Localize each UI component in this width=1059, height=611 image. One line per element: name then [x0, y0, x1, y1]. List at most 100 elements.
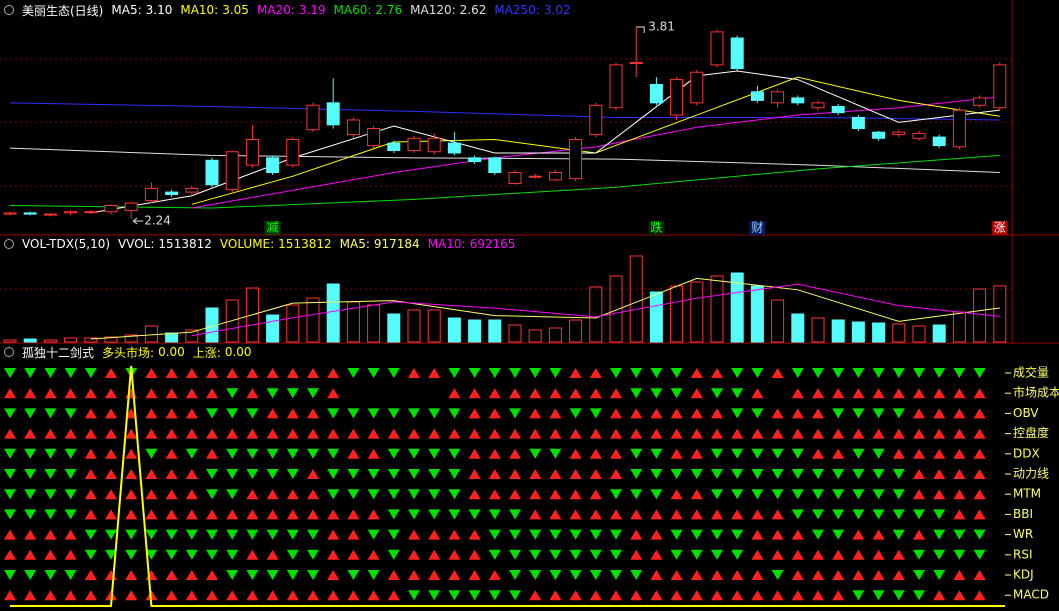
signal-down	[589, 570, 602, 580]
signal-up	[711, 590, 723, 601]
signal-up	[610, 469, 622, 479]
signal-down	[549, 529, 562, 540]
signal-down	[670, 388, 683, 399]
signal-down	[266, 570, 279, 580]
signal-up	[24, 428, 37, 439]
signal-up	[4, 590, 16, 601]
signal-up	[589, 590, 602, 601]
signal-down	[630, 469, 643, 479]
candle-body	[64, 211, 78, 214]
signal-up	[589, 428, 602, 439]
signal-up	[650, 408, 663, 419]
signal-up	[266, 408, 279, 419]
signal-down	[670, 469, 683, 479]
signal-down	[428, 590, 441, 601]
signal-down	[24, 570, 37, 580]
signal-up	[165, 368, 178, 378]
candle-body	[993, 64, 1007, 109]
legend-value: 2.76	[375, 3, 403, 17]
signal-up	[751, 590, 764, 601]
signal-up	[347, 549, 360, 560]
signal-down	[852, 368, 865, 378]
marker: 跌	[650, 220, 662, 235]
candle-body	[266, 157, 280, 174]
signal-up	[953, 590, 966, 601]
signal-down	[569, 529, 582, 540]
signal-down	[468, 590, 481, 601]
signal-up	[892, 388, 905, 399]
candle-body	[569, 139, 583, 180]
signal-down	[307, 529, 319, 540]
volume-bar	[124, 334, 138, 343]
signal-up	[973, 509, 986, 520]
signal-up	[488, 489, 501, 500]
signal-up	[690, 388, 703, 399]
signal-down	[367, 469, 380, 479]
signal-down	[84, 529, 97, 540]
signal-up	[448, 388, 461, 399]
signal-down	[892, 469, 905, 479]
signal-up	[589, 509, 602, 520]
signal-up	[569, 509, 582, 520]
signal-up	[509, 448, 521, 459]
signal-up	[933, 448, 946, 459]
signal-up	[185, 428, 198, 439]
signal-up	[973, 469, 986, 479]
signal-down	[852, 448, 865, 459]
signal-up	[266, 489, 279, 500]
signal-down	[226, 469, 239, 479]
signal-up	[771, 368, 784, 378]
volume-bar	[286, 304, 300, 343]
annotation-arrow	[132, 217, 138, 225]
signal-up	[650, 570, 663, 580]
volume-bar	[851, 321, 865, 343]
volume-bar	[569, 319, 583, 343]
volume-bar	[306, 297, 320, 343]
signal-down	[630, 448, 643, 459]
legend-name: MA20:	[256, 3, 295, 17]
icon	[4, 239, 14, 249]
signal-up	[266, 428, 279, 439]
signal-up	[64, 529, 77, 540]
marker: 财	[751, 221, 763, 235]
signal-down	[610, 368, 622, 378]
signal-up	[246, 509, 259, 520]
row-label: MACD	[1013, 588, 1049, 602]
signal-up	[771, 549, 784, 560]
signal-up	[690, 428, 703, 439]
signal-up	[812, 428, 824, 439]
signal-up	[226, 368, 239, 378]
signal-down	[206, 469, 218, 479]
signal-up	[690, 368, 703, 378]
signal-up	[650, 549, 663, 560]
signal-up	[509, 469, 521, 479]
signal-down	[650, 388, 663, 399]
signal-down	[44, 489, 57, 500]
volume-bar	[64, 337, 78, 343]
row-label: DDX	[1013, 446, 1040, 460]
signal-down	[731, 388, 744, 399]
signal-down	[408, 408, 420, 419]
signal-down	[569, 570, 582, 580]
signal-down	[812, 368, 824, 378]
signal-down	[206, 489, 218, 500]
annotation: 3.81	[648, 20, 675, 34]
signal-up	[973, 448, 986, 459]
signal-up	[448, 428, 461, 439]
candle-body	[43, 213, 57, 216]
signal-up	[569, 368, 582, 378]
signal-up	[4, 388, 16, 399]
volume-bar	[811, 317, 825, 343]
price-header: 美丽生态(日线) MA5: 3.10 MA10: 3.05 MA20: 3.19 MA60: 2…	[4, 3, 571, 18]
signal-up	[832, 388, 845, 399]
row-label: WR	[1013, 527, 1033, 541]
candle-body	[548, 172, 562, 181]
signal-up	[246, 549, 259, 560]
signal-up	[852, 549, 865, 560]
volume-bar	[3, 339, 17, 343]
volume-bar	[427, 309, 441, 343]
marker-bg	[991, 221, 1008, 235]
signal-down	[44, 570, 57, 580]
signal-up	[892, 570, 905, 580]
title: 孤独十二剑式	[22, 345, 95, 360]
